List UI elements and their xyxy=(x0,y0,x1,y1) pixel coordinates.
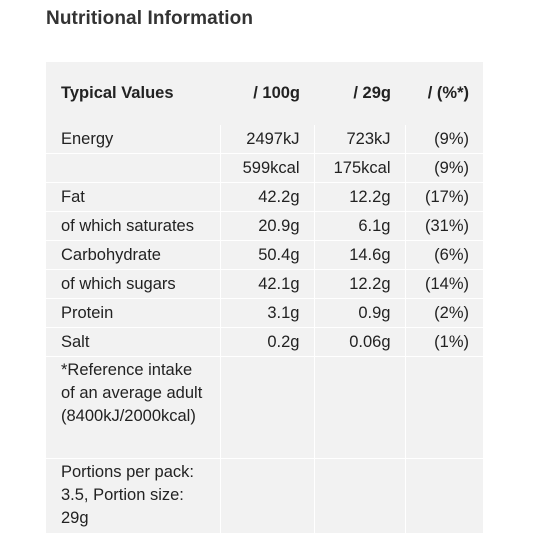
value-per-100g: 42.1g xyxy=(220,269,315,299)
empty-cell xyxy=(220,356,315,459)
empty-cell xyxy=(314,356,406,459)
value-reference-intake: (9%) xyxy=(405,125,483,154)
header-per-portion: / 29g xyxy=(353,84,391,102)
header-per-100g: / 100g xyxy=(253,84,300,102)
table-row-sugars: of which sugars 42.1g 12.2g (14%) xyxy=(46,269,483,299)
empty-cell xyxy=(405,458,483,533)
nutrition-table: Typical Values / 100g / 29g / (%*) Energ… xyxy=(46,62,483,533)
value-per-portion: 14.6g xyxy=(314,240,406,270)
row-label xyxy=(46,153,221,183)
value-per-portion: 0.06g xyxy=(314,327,406,357)
empty-cell xyxy=(405,356,483,459)
value-per-100g: 0.2g xyxy=(220,327,315,357)
table-header-row: Typical Values / 100g / 29g / (%*) xyxy=(46,62,483,125)
value-per-portion: 12.2g xyxy=(314,182,406,212)
row-label: of which saturates xyxy=(46,211,221,241)
value-reference-intake: (2%) xyxy=(405,298,483,328)
table-row-reference-note: *Reference intake of an average adult (8… xyxy=(46,356,483,459)
value-per-100g: 50.4g xyxy=(220,240,315,270)
value-per-100g: 20.9g xyxy=(220,211,315,241)
table-row-saturates: of which saturates 20.9g 6.1g (31%) xyxy=(46,211,483,241)
page-title: Nutritional Information xyxy=(46,8,254,29)
row-label: Protein xyxy=(46,298,221,328)
value-per-100g: 3.1g xyxy=(220,298,315,328)
value-reference-intake: (17%) xyxy=(405,182,483,212)
header-typical-values: Typical Values xyxy=(61,84,174,102)
table-row-carbohydrate: Carbohydrate 50.4g 14.6g (6%) xyxy=(46,240,483,270)
value-per-portion: 723kJ xyxy=(314,125,406,154)
row-label: Energy xyxy=(46,125,221,154)
value-reference-intake: (9%) xyxy=(405,153,483,183)
value-per-portion: 0.9g xyxy=(314,298,406,328)
empty-cell xyxy=(220,458,315,533)
value-reference-intake: (6%) xyxy=(405,240,483,270)
table-row-salt: Salt 0.2g 0.06g (1%) xyxy=(46,327,483,357)
row-label: Salt xyxy=(46,327,221,357)
reference-intake-note: *Reference intake of an average adult (8… xyxy=(46,356,221,459)
row-label: Fat xyxy=(46,182,221,212)
value-reference-intake: (1%) xyxy=(405,327,483,357)
table-row-energy-kj: Energy 2497kJ 723kJ (9%) xyxy=(46,125,483,154)
empty-cell xyxy=(314,458,406,533)
value-per-100g: 2497kJ xyxy=(220,125,315,154)
value-per-100g: 42.2g xyxy=(220,182,315,212)
value-per-portion: 12.2g xyxy=(314,269,406,299)
table-row-portion-note: Portions per pack: 3.5, Portion size: 29… xyxy=(46,458,483,533)
row-label: of which sugars xyxy=(46,269,221,299)
value-reference-intake: (14%) xyxy=(405,269,483,299)
value-per-portion: 6.1g xyxy=(314,211,406,241)
value-per-100g: 599kcal xyxy=(220,153,315,183)
value-reference-intake: (31%) xyxy=(405,211,483,241)
header-reference-intake: / (%*) xyxy=(427,84,469,102)
table-row-protein: Protein 3.1g 0.9g (2%) xyxy=(46,298,483,328)
value-per-portion: 175kcal xyxy=(314,153,406,183)
table-row-energy-kcal: 599kcal 175kcal (9%) xyxy=(46,153,483,183)
portion-info-note: Portions per pack: 3.5, Portion size: 29… xyxy=(46,458,221,533)
table-row-fat: Fat 42.2g 12.2g (17%) xyxy=(46,182,483,212)
row-label: Carbohydrate xyxy=(46,240,221,270)
